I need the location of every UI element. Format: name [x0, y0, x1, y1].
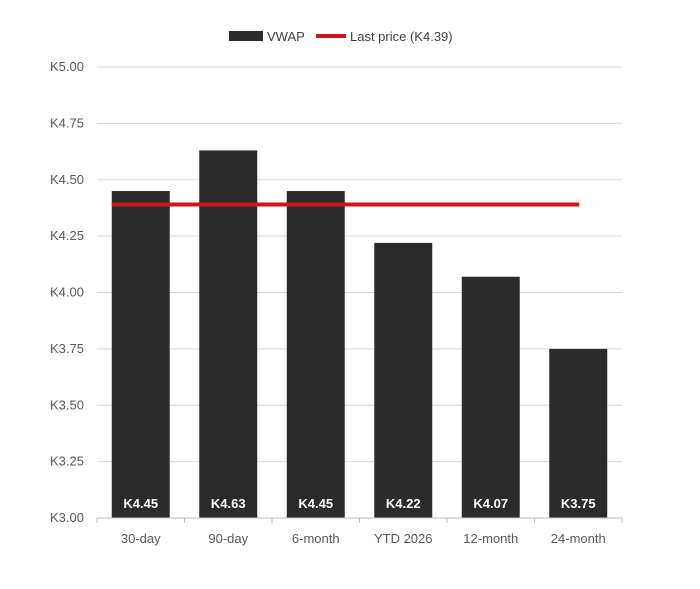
y-tick-label: K3.25 [50, 454, 84, 469]
bar-data-label: K4.22 [386, 496, 421, 511]
x-tick-label: 90-day [208, 531, 248, 546]
bar-data-label: K4.45 [298, 496, 333, 511]
bar [199, 150, 258, 518]
x-tick-label: YTD 2026 [374, 531, 433, 546]
x-tick-label: 24-month [551, 531, 606, 546]
y-tick-label: K4.25 [50, 228, 84, 243]
y-tick-label: K4.00 [50, 285, 84, 300]
bar [374, 242, 433, 518]
y-tick-label: K3.50 [50, 397, 84, 412]
y-tick-label: K3.75 [50, 341, 84, 356]
y-axis: K3.00 K3.25 K3.50 K3.75 K4.00 K4.25 K4.50 K4.75… [50, 59, 84, 525]
bar [111, 191, 170, 518]
y-tick-label: K4.50 [50, 172, 84, 187]
y-tick-label: K4.75 [50, 115, 84, 130]
x-tick-label: 6-month [292, 531, 340, 546]
x-tick-label: 12-month [463, 531, 518, 546]
legend-swatch-vwap [229, 31, 263, 41]
bar [549, 348, 608, 518]
legend-label-vwap: VWAP [267, 29, 305, 44]
y-tick-label: K3.00 [50, 510, 84, 525]
gridlines [97, 66, 622, 463]
x-axis: 30-day 90-day 6-month YTD 2026 12-month 24-mo… [96, 517, 623, 546]
bars: K4.45 K4.63 K4.45 K4.22 K4.07 K3.75 [111, 150, 608, 518]
bar [461, 276, 520, 518]
bar-data-label: K4.63 [211, 496, 246, 511]
bar-data-label: K4.07 [473, 496, 508, 511]
x-tick-label: 30-day [121, 531, 161, 546]
legend: VWAP Last price (K4.39) [229, 29, 453, 44]
bar-data-label: K4.45 [123, 496, 158, 511]
y-tick-label: K5.00 [50, 59, 84, 74]
bar-data-label: K3.75 [561, 496, 596, 511]
bar [286, 191, 345, 518]
legend-label-last-price: Last price (K4.39) [350, 29, 453, 44]
